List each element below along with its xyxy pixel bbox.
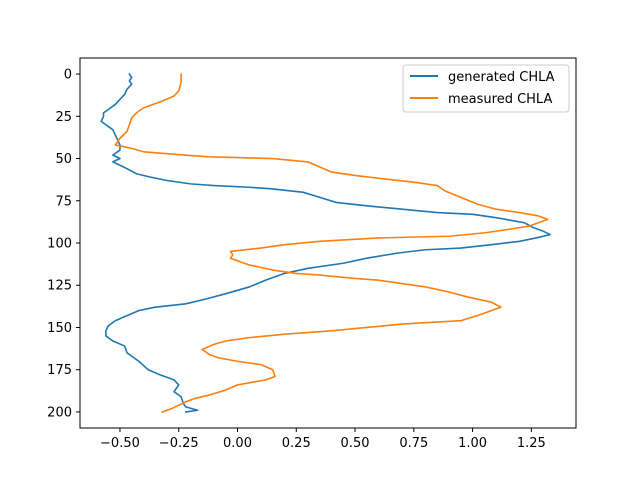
series-line-generated: [100, 72, 551, 413]
legend-label-generated: generated CHLA: [448, 70, 555, 85]
legend-label-measured: measured CHLA: [448, 92, 552, 107]
y-tick-label: 125: [47, 279, 72, 294]
series-line-measured: [114, 73, 549, 413]
x-tick-label: 1.25: [517, 436, 546, 451]
x-tick-label: −0.25: [159, 436, 199, 451]
x-tick-label: 0.75: [399, 436, 428, 451]
x-tick-label: 0.50: [341, 436, 370, 451]
legend-box: [402, 64, 570, 113]
y-tick-label: 150: [47, 321, 72, 336]
y-tick-label: 200: [47, 405, 72, 420]
x-tick-label: −0.50: [100, 436, 140, 451]
x-tick-label: 0.00: [223, 436, 252, 451]
x-tick-label: 1.00: [458, 436, 487, 451]
x-axis: −0.50 −0.25 0.00 0.25 0.50 0.75 1.00 1.25: [100, 428, 546, 451]
y-axis: 0 25 50 75 100 125 150 175 200: [47, 68, 80, 420]
y-tick-label: 50: [55, 152, 72, 167]
legend: generated CHLA measured CHLA: [402, 64, 570, 113]
y-tick-label: 100: [47, 237, 72, 252]
y-tick-label: 25: [55, 110, 72, 125]
x-tick-label: 0.25: [282, 436, 311, 451]
series-layer: [100, 72, 551, 413]
y-tick-label: 175: [47, 363, 72, 378]
y-tick-label: 75: [55, 194, 72, 209]
y-tick-label: 0: [64, 68, 72, 83]
